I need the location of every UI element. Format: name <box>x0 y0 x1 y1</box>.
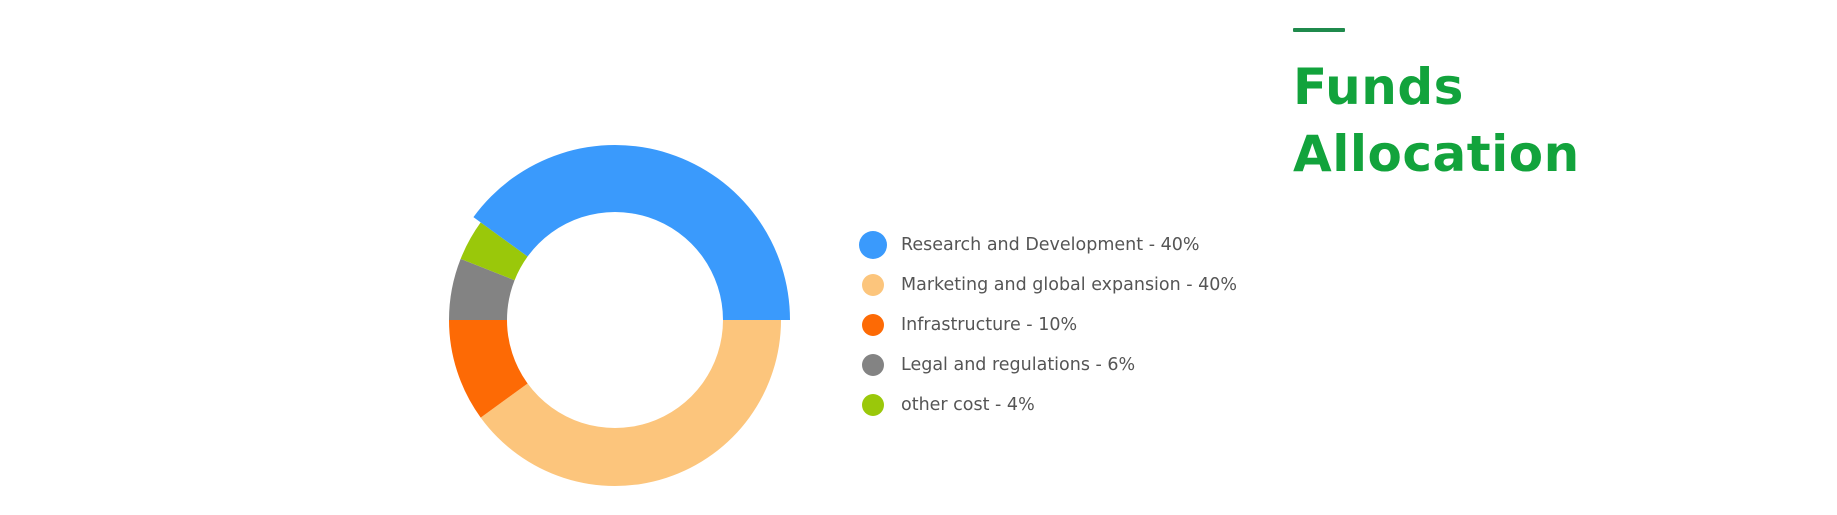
slice-marketing-and-global-expansion <box>480 320 781 486</box>
slice-research-and-development <box>473 144 790 320</box>
slice-infrastructure <box>449 320 528 418</box>
legend-label: Legal and regulations - 6% <box>901 355 1136 375</box>
legend-dot <box>862 394 884 416</box>
legend-dot <box>862 274 884 296</box>
chart-title: Funds Allocation <box>1293 28 1580 188</box>
legend-item: other cost - 4% <box>859 385 1237 425</box>
title-line-1: Funds <box>1293 58 1464 116</box>
title-line-2: Allocation <box>1293 125 1580 183</box>
legend-item: Legal and regulations - 6% <box>859 345 1237 385</box>
legend-label: other cost - 4% <box>901 395 1035 415</box>
legend-dot <box>859 231 887 259</box>
legend-dot <box>862 354 884 376</box>
legend-item: Marketing and global expansion - 40% <box>859 265 1237 305</box>
legend-label: Infrastructure - 10% <box>901 315 1078 335</box>
donut-slices <box>449 144 790 486</box>
chart-legend: Research and Development - 40% Marketing … <box>859 225 1237 425</box>
legend-dot <box>862 314 884 336</box>
legend-label: Research and Development - 40% <box>901 235 1200 255</box>
slice-legal-and-regulations <box>449 258 515 320</box>
slice-other-cost <box>460 222 528 281</box>
legend-item: Infrastructure - 10% <box>859 305 1237 345</box>
legend-label: Marketing and global expansion - 40% <box>901 275 1238 295</box>
legend-item: Research and Development - 40% <box>859 225 1237 265</box>
title-accent-rule <box>1293 28 1345 32</box>
